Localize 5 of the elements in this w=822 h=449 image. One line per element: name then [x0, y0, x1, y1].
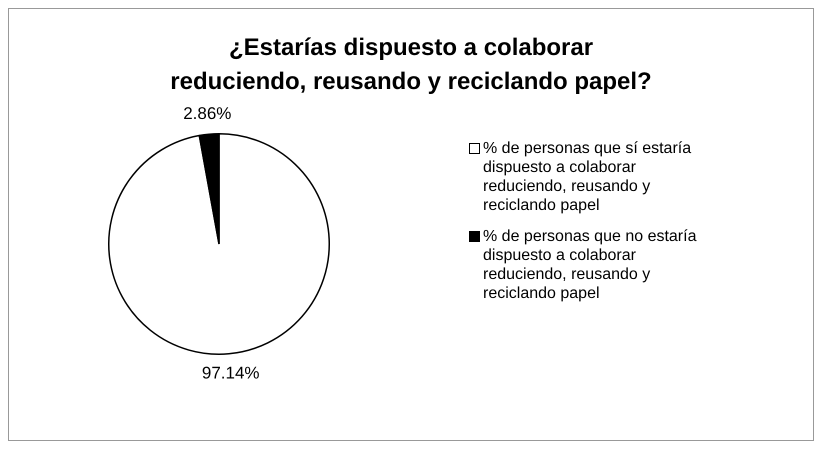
- data-label: 97.14%: [202, 363, 260, 382]
- chart-title: ¿Estarías dispuesto a colaborar reduciendo, reusando y reciclando papel?: [169, 33, 653, 97]
- data-label: 2.86%: [183, 104, 232, 123]
- legend-label: % de personas que sí estaría dispuesto a colaborar reduciendo, reusando y reciclando papel: [483, 139, 692, 215]
- legend-label: % de personas que no estaría dispuesto a colaborar reduciendo, reusando y reciclando papel: [483, 227, 698, 303]
